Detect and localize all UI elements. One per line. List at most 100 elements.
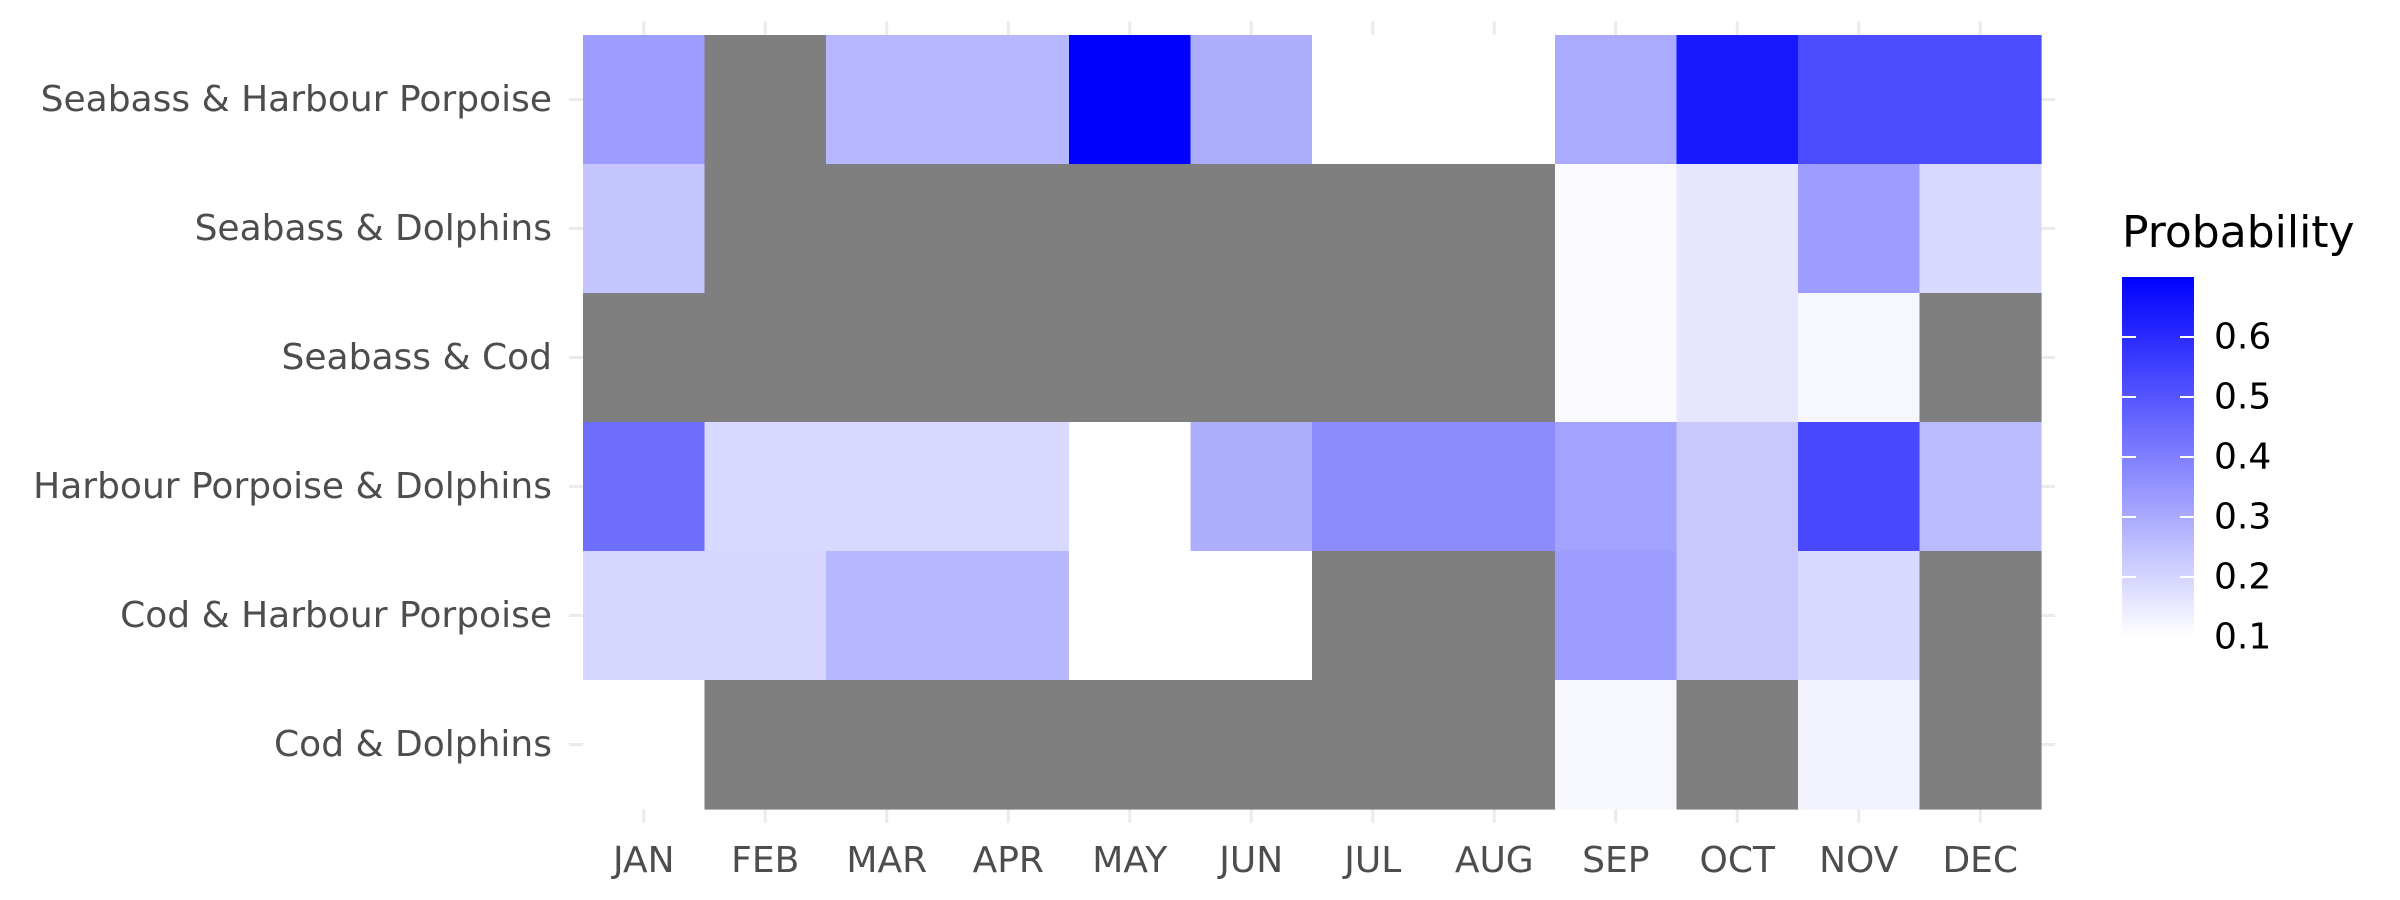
heatmap-cell: [704, 551, 827, 681]
heatmap-cells: [583, 35, 2042, 810]
x-tick-label: DEC: [1942, 840, 2018, 881]
heatmap-cell: [1676, 164, 1799, 294]
heatmap-cell: [1798, 35, 1921, 165]
heatmap-cell: [1798, 422, 1921, 552]
x-tick-label: OCT: [1700, 840, 1776, 881]
heatmap-cell: [947, 164, 1070, 294]
heatmap-cell: [1069, 164, 1192, 294]
x-tick-label: SEP: [1582, 840, 1649, 881]
heatmap-cell: [1190, 293, 1313, 423]
heatmap-cell: [1555, 680, 1678, 810]
y-tick-label: Cod & Harbour Porpoise: [120, 595, 552, 636]
heatmap-cell: [583, 551, 706, 681]
heatmap-cell: [1433, 680, 1556, 810]
heatmap-cell: [1798, 293, 1921, 423]
x-tick-label: NOV: [1819, 840, 1899, 881]
heatmap-cell: [826, 35, 949, 165]
heatmap-cell: [1433, 551, 1556, 681]
heatmap-cell: [704, 35, 827, 165]
heatmap-cell: [1555, 35, 1678, 165]
heatmap-cell: [583, 164, 706, 294]
legend-tick-label: 0.6: [2214, 317, 2271, 358]
heatmap-cell: [826, 680, 949, 810]
x-tick-label: FEB: [731, 840, 799, 881]
heatmap-cell: [1069, 35, 1192, 165]
heatmap-cell: [1676, 422, 1799, 552]
heatmap-cell: [1190, 680, 1313, 810]
heatmap-cell: [583, 680, 706, 810]
heatmap-cell: [704, 422, 827, 552]
heatmap-cell: [1190, 422, 1313, 552]
heatmap-cell: [1676, 35, 1799, 165]
heatmap-cell: [704, 293, 827, 423]
heatmap-cell: [826, 422, 949, 552]
legend-tick-label: 0.3: [2214, 497, 2271, 538]
x-tick-label: MAR: [846, 840, 927, 881]
heatmap-cell: [947, 680, 1070, 810]
heatmap-cell: [1312, 551, 1435, 681]
heatmap-cell: [1919, 551, 2042, 681]
heatmap-cell: [704, 164, 827, 294]
legend-tick-label: 0.5: [2214, 377, 2271, 418]
heatmap-cell: [1069, 680, 1192, 810]
heatmap-cell: [1069, 422, 1192, 552]
heatmap-cell: [1919, 35, 2042, 165]
heatmap-cell: [1312, 164, 1435, 294]
heatmap-cell: [1433, 35, 1556, 165]
heatmap-cell: [1190, 551, 1313, 681]
heatmap-cell: [1312, 35, 1435, 165]
heatmap-cell: [704, 680, 827, 810]
y-tick-label: Seabass & Cod: [282, 337, 552, 378]
heatmap-cell: [947, 422, 1070, 552]
heatmap-cell: [583, 35, 706, 165]
heatmap-cell: [1798, 680, 1921, 810]
legend: Probability 0.6 0.5 0.4 0.3 0.2 0.1: [2122, 207, 2355, 658]
legend-tick-label: 0.2: [2214, 557, 2271, 598]
x-tick-label: MAY: [1092, 840, 1168, 881]
legend-title: Probability: [2122, 207, 2355, 258]
x-tick-label: JAN: [611, 840, 675, 881]
legend-tick-label: 0.1: [2214, 617, 2271, 658]
heatmap-cell: [1433, 422, 1556, 552]
heatmap-cell: [1555, 422, 1678, 552]
heatmap-cell: [947, 551, 1070, 681]
heatmap-cell: [826, 293, 949, 423]
heatmap-cell: [1433, 293, 1556, 423]
legend-tick-label: 0.4: [2214, 437, 2271, 478]
y-tick-label: Seabass & Dolphins: [195, 208, 552, 249]
heatmap-cell: [1676, 551, 1799, 681]
heatmap-cell: [1190, 35, 1313, 165]
heatmap-cell: [1919, 422, 2042, 552]
heatmap-cell: [1555, 293, 1678, 423]
x-axis-labels: JAN FEB MAR APR MAY JUN JUL AUG SEP OCT NOV DEC: [611, 840, 2018, 881]
heatmap-cell: [947, 35, 1070, 165]
heatmap-cell: [583, 293, 706, 423]
heatmap-cell: [826, 551, 949, 681]
heatmap-cell: [1919, 293, 2042, 423]
heatmap-cell: [1312, 293, 1435, 423]
heatmap-cell: [947, 293, 1070, 423]
x-tick-label: AUG: [1455, 840, 1534, 881]
heatmap-cell: [1798, 551, 1921, 681]
heatmap-cell: [1676, 680, 1799, 810]
heatmap-cell: [1069, 293, 1192, 423]
x-tick-label: JUL: [1342, 840, 1401, 881]
heatmap-cell: [1312, 680, 1435, 810]
heatmap-cell: [1190, 164, 1313, 294]
heatmap-cell: [1433, 164, 1556, 294]
heatmap-cell: [1312, 422, 1435, 552]
y-tick-label: Harbour Porpoise & Dolphins: [33, 466, 552, 507]
heatmap-cell: [1069, 551, 1192, 681]
legend-ticks: 0.6 0.5 0.4 0.3 0.2 0.1: [2122, 317, 2271, 658]
x-tick-label: APR: [973, 840, 1044, 881]
heatmap-cell: [1555, 551, 1678, 681]
y-tick-label: Seabass & Harbour Porpoise: [41, 79, 552, 120]
heatmap-cell: [1676, 293, 1799, 423]
heatmap-cell: [1919, 164, 2042, 294]
heatmap-cell: [1798, 164, 1921, 294]
heatmap-cell: [1555, 164, 1678, 294]
y-tick-label: Cod & Dolphins: [274, 724, 552, 765]
y-axis-labels: Seabass & Harbour Porpoise Seabass & Dolp…: [33, 79, 552, 765]
heatmap-cell: [583, 422, 706, 552]
